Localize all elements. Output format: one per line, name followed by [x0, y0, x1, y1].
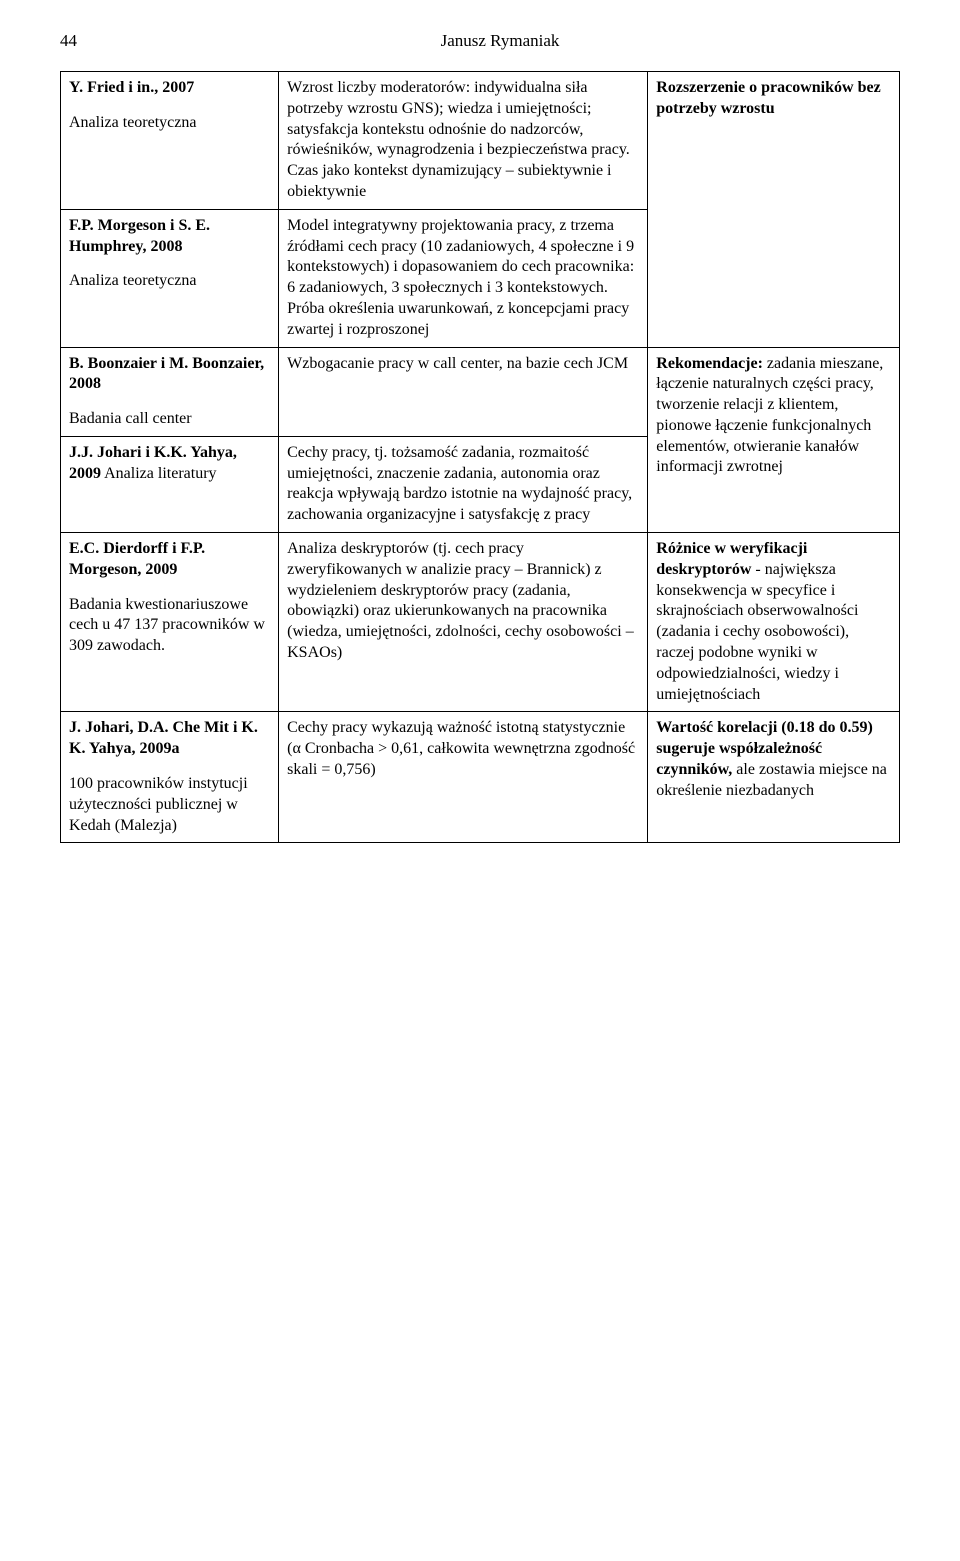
result-cell: Rozszerzenie o pracowników bez potrzeby …: [648, 71, 900, 347]
page-header: 44 Janusz Rymaniak: [60, 30, 900, 53]
study-author: J. Johari, D.A. Che Mit i K. K. Yahya, 2…: [69, 719, 258, 757]
result-cell: Różnice w weryfikacji deskryptorów - naj…: [648, 533, 900, 712]
description-cell: Wzrost liczby moderatorów: indywidualna …: [279, 71, 648, 209]
study-table: Y. Fried i in., 2007 Analiza teoretyczna…: [60, 71, 900, 844]
study-cell: E.C. Dierdorff i F.P. Morgeson, 2009 Bad…: [61, 533, 279, 712]
study-cell: Y. Fried i in., 2007 Analiza teoretyczna: [61, 71, 279, 209]
table-row: B. Boonzaier i M. Boonzaier, 2008 Badani…: [61, 347, 900, 436]
description-cell: Cechy pracy, tj. tożsamość zadania, rozm…: [279, 436, 648, 532]
result-cell: Rekomendacje: zadania mieszane, łączenie…: [648, 347, 900, 533]
result-rest: zadania mieszane, łączenie naturalnych c…: [656, 355, 883, 476]
study-cell: J.J. Johari i K.K. Yahya, 2009 Analiza l…: [61, 436, 279, 532]
study-type: Analiza teoretyczna: [69, 113, 270, 134]
study-type: Analiza literatury: [104, 465, 216, 482]
study-type: Analiza teoretyczna: [69, 271, 270, 292]
study-author: Y. Fried i in., 2007: [69, 79, 194, 96]
page-author: Janusz Rymaniak: [100, 30, 900, 53]
result-label: Rekomendacje:: [656, 355, 763, 372]
study-cell: B. Boonzaier i M. Boonzaier, 2008 Badani…: [61, 347, 279, 436]
result-cell: Wartość korelacji (0.18 do 0.59) sugeruj…: [648, 712, 900, 843]
study-author: F.P. Morgeson i S. E. Humphrey, 2008: [69, 217, 210, 255]
result-label: Rozszerzenie o pracowników bez potrzeby …: [656, 79, 880, 117]
study-author: E.C. Dierdorff i F.P. Morgeson, 2009: [69, 540, 205, 578]
study-cell: F.P. Morgeson i S. E. Humphrey, 2008 Ana…: [61, 209, 279, 347]
table-row: E.C. Dierdorff i F.P. Morgeson, 2009 Bad…: [61, 533, 900, 712]
study-author: B. Boonzaier i M. Boonzaier, 2008: [69, 355, 264, 393]
description-cell: Wzbogacanie pracy w call center, na bazi…: [279, 347, 648, 436]
page-number: 44: [60, 30, 100, 53]
table-row: J. Johari, D.A. Che Mit i K. K. Yahya, 2…: [61, 712, 900, 843]
description-cell: Model integratywny projektowania pracy, …: [279, 209, 648, 347]
study-cell: J. Johari, D.A. Che Mit i K. K. Yahya, 2…: [61, 712, 279, 843]
table-row: Y. Fried i in., 2007 Analiza teoretyczna…: [61, 71, 900, 209]
description-cell: Cechy pracy wykazują ważność istotną sta…: [279, 712, 648, 843]
result-rest: - największa konsekwencja w specyfice i …: [656, 561, 858, 703]
study-type: Badania kwestionariuszowe cech u 47 137 …: [69, 595, 270, 657]
description-cell: Analiza deskryptorów (tj. cech pracy zwe…: [279, 533, 648, 712]
study-type: 100 pracowników instytucji użyteczności …: [69, 774, 270, 836]
study-type: Badania call center: [69, 409, 270, 430]
